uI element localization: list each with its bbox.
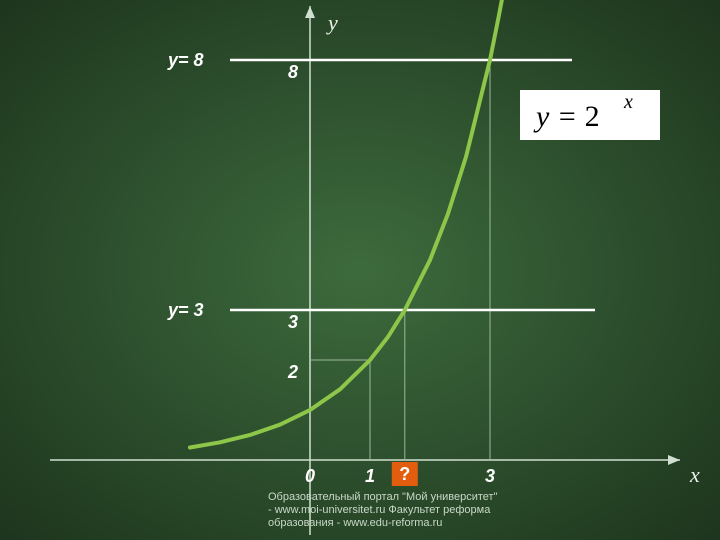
chart-canvas: 2 3 8 0 1 3 y= 8 y= 3 y x ? y = 2 x Образоват…: [0, 0, 720, 540]
question-mark: ?: [392, 462, 418, 486]
hline-label-3: y= 3: [167, 300, 204, 320]
formula-exponent: x: [623, 91, 633, 113]
exponential-curve: [190, 0, 508, 448]
hline-label-8: y= 8: [167, 50, 204, 70]
y-tick-2: 2: [287, 362, 298, 382]
x-tick-0: 0: [305, 466, 315, 486]
svg-text:y = 2: y = 2: [533, 100, 600, 133]
formula-lhs: y =: [533, 100, 585, 133]
axes: [50, 6, 680, 535]
svg-text:образования - www.edu-reforma.: образования - www.edu-reforma.ru: [268, 517, 442, 529]
y-tick-8: 8: [288, 62, 298, 82]
svg-text:Образовательный портал "Мой ун: Образовательный портал "Мой университет": [268, 491, 498, 503]
formula: y = 2 x: [520, 90, 660, 140]
svg-text:?: ?: [399, 464, 410, 484]
y-tick-labels: 2 3 8: [287, 62, 298, 382]
footer-text: Образовательный портал "Мой университет"…: [268, 491, 498, 529]
y-tick-3: 3: [288, 312, 298, 332]
x-tick-1: 1: [365, 466, 375, 486]
y-axis-label: y: [326, 10, 338, 35]
x-axis-label: x: [689, 462, 700, 487]
svg-text:- www.moi-universitet.ru Факу: - www.moi-universitet.ru Факультет рефор…: [268, 504, 491, 516]
formula-base: 2: [585, 100, 600, 133]
hline-labels: y= 8 y= 3: [167, 50, 204, 320]
x-tick-3: 3: [485, 466, 495, 486]
